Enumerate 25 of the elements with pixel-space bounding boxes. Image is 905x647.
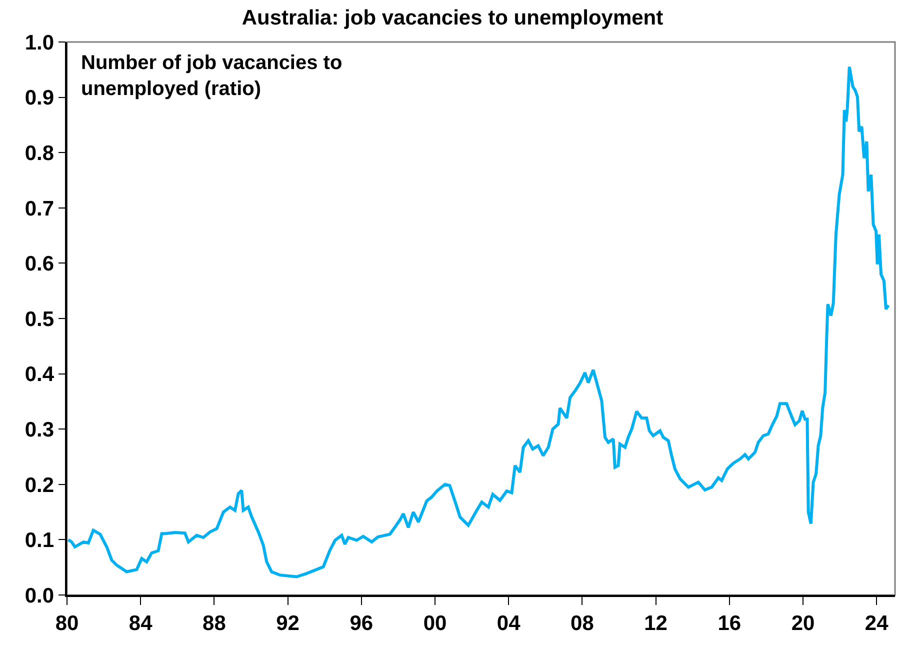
x-tick-label: 08 <box>570 612 594 635</box>
x-tick-label: 92 <box>276 612 300 635</box>
x-tick-label: 80 <box>55 612 79 635</box>
x-tick-label: 16 <box>718 612 742 635</box>
x-tick-label: 12 <box>644 612 668 635</box>
y-tick-label: 0.5 <box>24 308 54 331</box>
y-tick-label: 0.8 <box>24 142 54 165</box>
y-tick-label: 0.0 <box>24 584 54 608</box>
x-tick-label: 96 <box>350 612 374 635</box>
y-tick-label: 0.2 <box>24 474 54 497</box>
annotation: Number of job vacancies to unemployed (ratio) <box>81 52 342 100</box>
y-tick-label: 0.4 <box>24 363 54 386</box>
x-tick-label: 00 <box>423 612 447 635</box>
y-tick-label: 0.9 <box>24 86 54 110</box>
x-tick-label: 88 <box>202 612 226 635</box>
y-tick-label: 0.3 <box>24 418 54 442</box>
x-tick-label: 20 <box>791 612 815 635</box>
y-tick-label: 1.0 <box>24 31 54 54</box>
y-tick-label: 0.1 <box>24 529 54 552</box>
chart-title: Australia: job vacancies to unemployment <box>242 6 664 30</box>
x-tick-label: 84 <box>128 612 153 635</box>
x-tick-label: 24 <box>864 612 889 635</box>
y-tick-label: 0.7 <box>24 197 54 220</box>
x-tick-label: 04 <box>496 612 521 635</box>
y-tick-label: 0.6 <box>24 252 54 276</box>
